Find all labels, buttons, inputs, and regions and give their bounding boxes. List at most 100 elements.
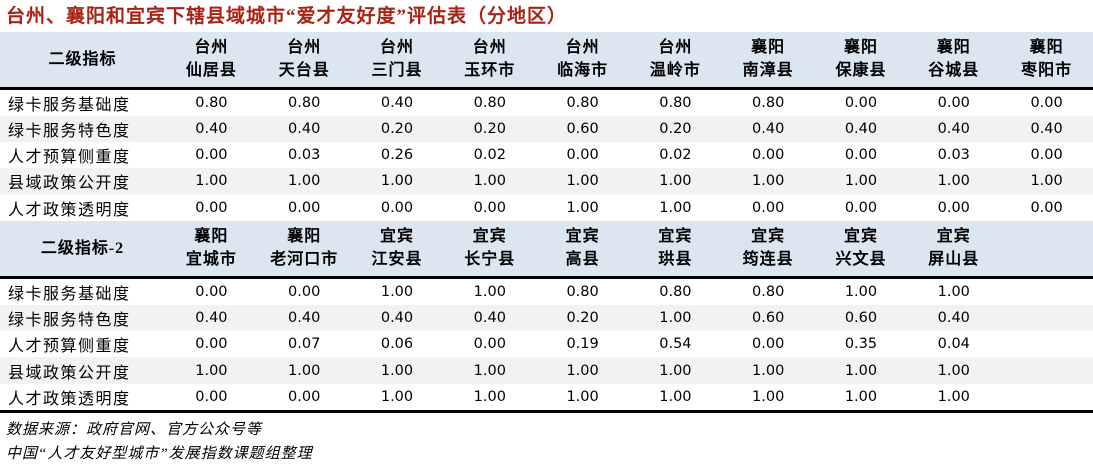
value-cell: 0.02 xyxy=(473,147,506,164)
prefecture-name: 台州 xyxy=(194,39,229,57)
value-cell: 0.40 xyxy=(752,120,785,137)
prefecture-name: 襄阳 xyxy=(194,228,229,246)
column-header: 宜宾 筠连县 xyxy=(722,221,815,277)
column-header: 襄阳 保康县 xyxy=(815,32,908,88)
value-cell: 0.40 xyxy=(844,120,878,137)
prefecture-name: 台州 xyxy=(472,39,507,57)
value-cell: 1.00 xyxy=(195,362,228,379)
value-cell: 1.00 xyxy=(473,283,506,300)
prefecture-name: 宜宾 xyxy=(936,228,971,246)
value-cell: 0.19 xyxy=(566,336,599,353)
indicator-label: 人才政策透明度 xyxy=(8,390,131,408)
table-row: 绿卡服务特色度 0.40 0.40 0.40 0.40 0.20 1.00 0.60 0.60 0… xyxy=(0,304,1093,331)
value-cell: 1.00 xyxy=(937,173,970,190)
value-cell: 0.00 xyxy=(288,388,321,405)
indicator-label: 县域政策公开度 xyxy=(8,175,131,193)
county-name: 温岭市 xyxy=(649,62,701,80)
table-row: 县域政策公开度 1.00 1.00 1.00 1.00 1.00 1.00 1.00 1.00 1… xyxy=(0,168,1093,195)
value-cell: 0.40 xyxy=(937,309,970,326)
prefecture-name: 襄阳 xyxy=(843,39,878,57)
value-cell: 1.00 xyxy=(937,362,970,379)
value-cell: 1.00 xyxy=(1030,173,1063,190)
value-cell: 0.26 xyxy=(380,147,414,164)
value-cell: 0.80 xyxy=(288,94,321,111)
county-name: 宜城市 xyxy=(185,251,237,269)
column-header: 襄阳 谷城县 xyxy=(907,32,1000,88)
value-cell: 0.40 xyxy=(288,120,321,137)
prefecture-name: 台州 xyxy=(565,39,600,57)
prefecture-name: 台州 xyxy=(658,39,693,57)
table-row: 人才预算侧重度 0.00 0.07 0.06 0.00 0.19 0.54 0.00 0.35 0… xyxy=(0,331,1093,357)
footnote-compiler: 中国“人才友好型城市”发展指数课题组整理 xyxy=(6,445,313,462)
value-cell: 1.00 xyxy=(380,388,414,405)
value-cell: 0.00 xyxy=(1030,94,1063,111)
value-cell: 1.00 xyxy=(659,173,692,190)
prefecture-name: 襄阳 xyxy=(287,228,322,246)
value-cell: 1.00 xyxy=(844,362,878,379)
value-cell: 0.80 xyxy=(752,283,785,300)
value-cell: 0.54 xyxy=(659,336,692,353)
value-cell: 0.00 xyxy=(195,388,228,405)
value-cell: 0.00 xyxy=(752,147,785,164)
table-row: 人才政策透明度 0.00 0.00 0.00 0.00 1.00 1.00 0.00 0.00 0… xyxy=(0,195,1093,221)
value-cell: 1.00 xyxy=(937,388,970,405)
column-header: 台州 临海市 xyxy=(536,32,629,88)
value-cell: 0.00 xyxy=(752,199,785,216)
value-cell: 1.00 xyxy=(659,199,692,216)
column-header: 襄阳 南漳县 xyxy=(722,32,815,88)
value-cell: 0.80 xyxy=(659,94,692,111)
value-cell: 1.00 xyxy=(473,173,506,190)
county-name: 珙县 xyxy=(658,251,693,269)
prefecture-name: 宜宾 xyxy=(565,228,600,246)
county-name: 三门县 xyxy=(371,62,423,80)
value-cell: 1.00 xyxy=(844,283,878,300)
value-cell: 1.00 xyxy=(566,388,599,405)
column-header: 襄阳 老河口市 xyxy=(258,221,351,277)
county-name: 屏山县 xyxy=(928,251,980,269)
value-cell: 0.00 xyxy=(380,199,414,216)
column-header: 宜宾 屏山县 xyxy=(907,221,1000,277)
section-header-label: 二级指标 xyxy=(48,50,117,68)
value-cell: 0.00 xyxy=(1030,199,1063,216)
value-cell: 0.03 xyxy=(937,147,970,164)
section-header-row: 二级指标 台州 仙居县 台州 天台县 台州 三门县 台州 玉环市 台州 临海市 台州 温岭市 襄阳 南漳县襄… xyxy=(0,32,1093,88)
value-cell: 0.00 xyxy=(1030,147,1063,164)
value-cell: 0.40 xyxy=(380,94,414,111)
county-name: 长宁县 xyxy=(464,251,516,269)
prefecture-name: 宜宾 xyxy=(472,228,507,246)
value-cell: 0.20 xyxy=(659,120,692,137)
county-name: 仙居县 xyxy=(185,62,237,80)
value-cell: 0.00 xyxy=(752,336,785,353)
column-header: 台州 天台县 xyxy=(258,32,351,88)
prefecture-name: 宜宾 xyxy=(658,228,693,246)
table-title: 台州、襄阳和宜宾下辖县域城市“爱才友好度”评估表（分地区） xyxy=(6,6,568,27)
value-cell: 1.00 xyxy=(566,362,599,379)
value-cell: 0.00 xyxy=(937,94,970,111)
value-cell: 1.00 xyxy=(844,388,878,405)
value-cell: 1.00 xyxy=(844,173,878,190)
value-cell: 0.00 xyxy=(844,147,878,164)
value-cell: 0.80 xyxy=(473,94,506,111)
value-cell: 0.00 xyxy=(937,199,970,216)
empty-value-cell xyxy=(1000,384,1093,412)
value-cell: 1.00 xyxy=(566,199,599,216)
column-header: 台州 温岭市 xyxy=(629,32,722,88)
column-header: 宜宾 珙县 xyxy=(629,221,722,277)
prefecture-name: 台州 xyxy=(287,39,322,57)
table-row: 绿卡服务基础度 0.80 0.80 0.40 0.80 0.80 0.80 0.80 0.00 0… xyxy=(0,88,1093,116)
column-header: 宜宾 高县 xyxy=(536,221,629,277)
column-header: 襄阳 宜城市 xyxy=(165,221,258,277)
county-name: 兴文县 xyxy=(835,251,887,269)
value-cell: 0.35 xyxy=(844,336,878,353)
value-cell: 0.02 xyxy=(659,147,692,164)
value-cell: 0.00 xyxy=(288,199,321,216)
prefecture-name: 襄阳 xyxy=(1029,39,1064,57)
value-cell: 0.07 xyxy=(288,336,321,353)
value-cell: 0.40 xyxy=(195,120,228,137)
prefecture-name: 宜宾 xyxy=(751,228,786,246)
table-row: 绿卡服务基础度 0.00 0.00 1.00 1.00 0.80 0.80 0.80 1.00 1… xyxy=(0,277,1093,305)
table-row: 县域政策公开度 1.00 1.00 1.00 1.00 1.00 1.00 1.00 1.00 1… xyxy=(0,357,1093,384)
value-cell: 1.00 xyxy=(937,283,970,300)
indicator-label: 绿卡服务基础度 xyxy=(8,96,131,114)
